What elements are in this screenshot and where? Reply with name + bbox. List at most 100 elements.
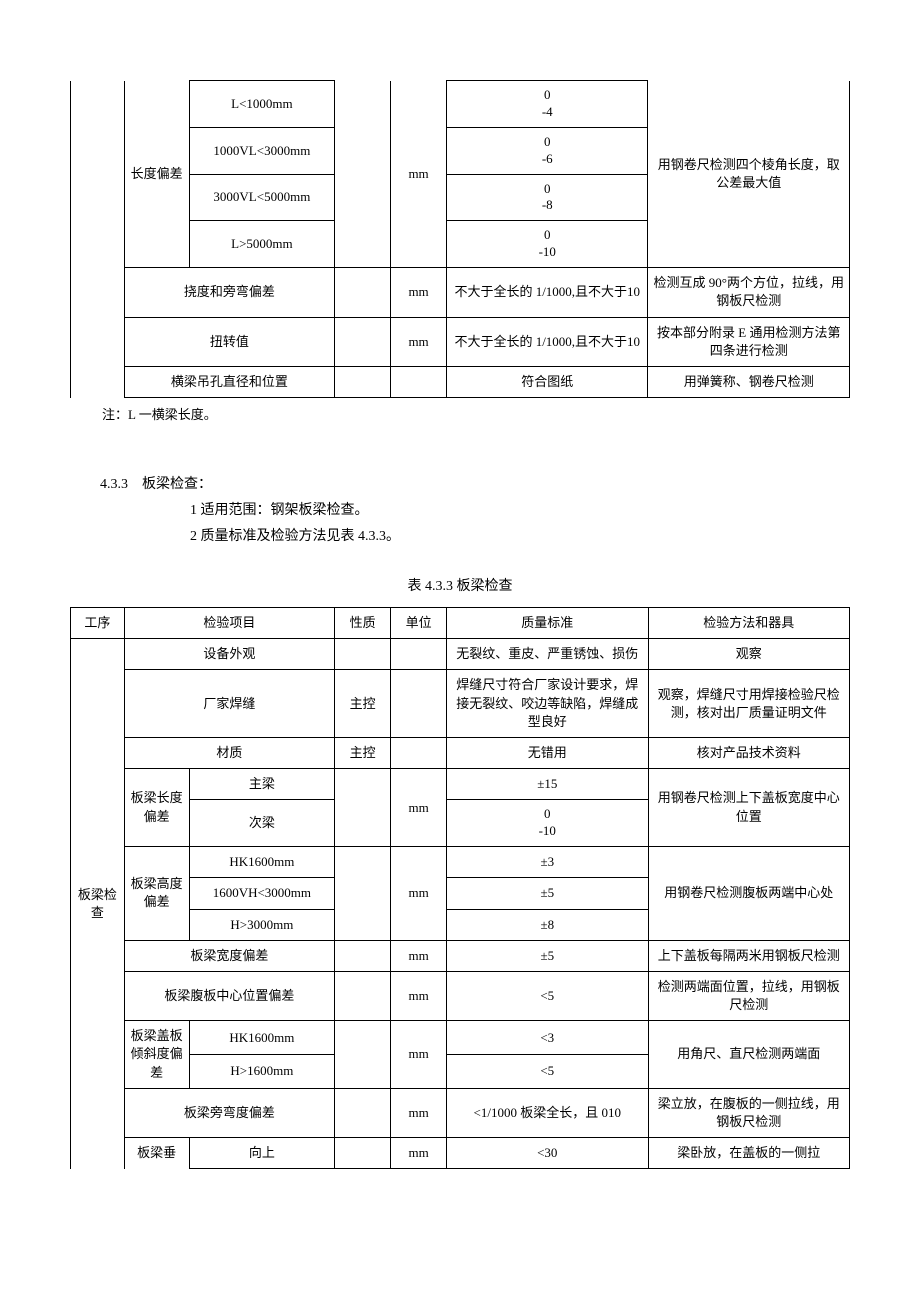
col-header: 质量标准 xyxy=(447,608,648,639)
cell: mm xyxy=(391,847,447,941)
col-header: 单位 xyxy=(391,608,447,639)
table-1: 长度偏差 L<1000mm mm 0-4 用钢卷尺检测四个棱角长度，取公差最大值… xyxy=(70,80,850,398)
cell: 核对产品技术资料 xyxy=(648,738,850,769)
cell: 观察 xyxy=(648,639,850,670)
cell: <5 xyxy=(447,971,648,1020)
cell: 主控 xyxy=(335,738,391,769)
cell-proc: 板梁检查 xyxy=(71,639,125,1169)
cell: 横梁吊孔直径和位置 xyxy=(124,366,334,397)
table-row: 板梁宽度偏差 mm ±5 上下盖板每隔两米用钢板尺检测 xyxy=(71,940,850,971)
cell: 1600VH<3000mm xyxy=(189,878,335,909)
table-row: 挠度和旁弯偏差 mm 不大于全长的 1/1000,且不大于10 检测互成 90°… xyxy=(71,268,850,317)
cell: 检测互成 90°两个方位，拉线，用钢板尺检测 xyxy=(648,268,850,317)
table-row: 板梁垂 向上 mm <30 梁卧放，在盖板的一侧拉 xyxy=(71,1138,850,1169)
table-row: 扭转值 mm 不大于全长的 1/1000,且不大于10 按本部分附录 E 通用检… xyxy=(71,317,850,366)
table-row: 工序 检验项目 性质 单位 质量标准 检验方法和器具 xyxy=(71,608,850,639)
cell: 按本部分附录 E 通用检测方法第四条进行检测 xyxy=(648,317,850,366)
cell: mm xyxy=(391,1138,447,1169)
cell: mm xyxy=(391,940,447,971)
cell: 符合图纸 xyxy=(447,366,648,397)
cell: 扭转值 xyxy=(124,317,334,366)
section-line-2: 2 质量标准及检验方法见表 4.3.3。 xyxy=(190,525,850,545)
cell xyxy=(391,366,447,397)
cell: 挠度和旁弯偏差 xyxy=(124,268,334,317)
table-row: 长度偏差 L<1000mm mm 0-4 用钢卷尺检测四个棱角长度，取公差最大值 xyxy=(71,81,850,128)
cell: 0-10 xyxy=(447,221,648,268)
cell: 无错用 xyxy=(447,738,648,769)
cell: mm xyxy=(391,1088,447,1137)
cell: 3000VL<5000mm xyxy=(189,174,335,221)
table-row: 板梁旁弯度偏差 mm <1/1000 板梁全长，且 010 梁立放，在腹板的一侧… xyxy=(71,1088,850,1137)
cell: ±5 xyxy=(447,878,648,909)
cell: 0-10 xyxy=(447,800,648,847)
cell: mm xyxy=(391,317,447,366)
cell: 板梁腹板中心位置偏差 xyxy=(124,971,334,1020)
cell: 1000VL<3000mm xyxy=(189,127,335,174)
table-row: 板梁长度偏差 主梁 mm ±15 用钢卷尺检测上下盖板宽度中心位置 xyxy=(71,769,850,800)
cell: mm xyxy=(391,971,447,1020)
cell: 0-8 xyxy=(447,174,648,221)
cell: <5 xyxy=(447,1055,648,1089)
cell: 板梁盖板倾斜度偏差 xyxy=(124,1021,189,1089)
cell: 主控 xyxy=(335,670,391,738)
col-header: 检验方法和器具 xyxy=(648,608,850,639)
cell: L>5000mm xyxy=(189,221,335,268)
table-row: 材质 主控 无错用 核对产品技术资料 xyxy=(71,738,850,769)
cell: mm xyxy=(391,769,447,847)
table-row: 板梁盖板倾斜度偏差 HK1600mm mm <3 用角尺、直尺检测两端面 xyxy=(71,1021,850,1055)
cell: 用钢卷尺检测腹板两端中心处 xyxy=(648,847,850,941)
cell-method: 用钢卷尺检测四个棱角长度，取公差最大值 xyxy=(648,81,850,268)
table-1-note: 注：L 一横梁长度。 xyxy=(102,404,850,423)
cell-unit: mm xyxy=(391,81,447,268)
cell: 梁卧放，在盖板的一侧拉 xyxy=(648,1138,850,1169)
cell: <3 xyxy=(447,1021,648,1055)
cell: 材质 xyxy=(124,738,334,769)
cell: 梁立放，在腹板的一侧拉线，用钢板尺检测 xyxy=(648,1088,850,1137)
cell: 0-6 xyxy=(447,127,648,174)
cell: 主梁 xyxy=(189,769,335,800)
table-row: 横梁吊孔直径和位置 符合图纸 用弹簧称、钢卷尺检测 xyxy=(71,366,850,397)
cell: 不大于全长的 1/1000,且不大于10 xyxy=(447,317,648,366)
cell-len-label: 长度偏差 xyxy=(124,81,189,268)
cell: 检测两端面位置，拉线，用钢板尺检测 xyxy=(648,971,850,1020)
table-row: 板梁腹板中心位置偏差 mm <5 检测两端面位置，拉线，用钢板尺检测 xyxy=(71,971,850,1020)
section-heading: 4.3.3 板梁检查： xyxy=(100,473,850,493)
cell: 板梁长度偏差 xyxy=(124,769,189,847)
cell: 板梁旁弯度偏差 xyxy=(124,1088,334,1137)
cell: H>1600mm xyxy=(189,1055,335,1089)
cell: H>3000mm xyxy=(189,909,335,940)
cell: <30 xyxy=(447,1138,648,1169)
cell: 不大于全长的 1/1000,且不大于10 xyxy=(447,268,648,317)
cell: 板梁垂 xyxy=(124,1138,189,1169)
cell: 焊缝尺寸符合厂家设计要求，焊接无裂纹、咬边等缺陷，焊缝成型良好 xyxy=(447,670,648,738)
cell: 设备外观 xyxy=(124,639,334,670)
cell: 板梁高度偏差 xyxy=(124,847,189,941)
cell: 次梁 xyxy=(189,800,335,847)
col-header: 检验项目 xyxy=(124,608,334,639)
cell: 用角尺、直尺检测两端面 xyxy=(648,1021,850,1089)
col-header: 性质 xyxy=(335,608,391,639)
cell: 上下盖板每隔两米用钢板尺检测 xyxy=(648,940,850,971)
cell: ±3 xyxy=(447,847,648,878)
cell: 向上 xyxy=(189,1138,335,1169)
table-row: 板梁高度偏差 HK1600mm mm ±3 用钢卷尺检测腹板两端中心处 xyxy=(71,847,850,878)
table-2-title: 表 4.3.3 板梁检查 xyxy=(70,575,850,595)
cell: L<1000mm xyxy=(189,81,335,128)
cell: <1/1000 板梁全长，且 010 xyxy=(447,1088,648,1137)
cell: 无裂纹、重皮、严重锈蚀、损伤 xyxy=(447,639,648,670)
cell: 0-4 xyxy=(447,81,648,128)
cell: HK1600mm xyxy=(189,847,335,878)
col-header: 工序 xyxy=(71,608,125,639)
section-line-1: 1 适用范围：钢架板梁检查。 xyxy=(190,499,850,519)
cell: ±15 xyxy=(447,769,648,800)
table-2: 工序 检验项目 性质 单位 质量标准 检验方法和器具 板梁检查 设备外观 无裂纹… xyxy=(70,607,850,1169)
cell: 观察，焊缝尺寸用焊接检验尺检测，核对出厂质量证明文件 xyxy=(648,670,850,738)
cell: ±8 xyxy=(447,909,648,940)
cell: HK1600mm xyxy=(189,1021,335,1055)
cell: 用钢卷尺检测上下盖板宽度中心位置 xyxy=(648,769,850,847)
table-row: 厂家焊缝 主控 焊缝尺寸符合厂家设计要求，焊接无裂纹、咬边等缺陷，焊缝成型良好 … xyxy=(71,670,850,738)
cell: 厂家焊缝 xyxy=(124,670,334,738)
table-row: 板梁检查 设备外观 无裂纹、重皮、严重锈蚀、损伤 观察 xyxy=(71,639,850,670)
cell: mm xyxy=(391,268,447,317)
cell: ±5 xyxy=(447,940,648,971)
